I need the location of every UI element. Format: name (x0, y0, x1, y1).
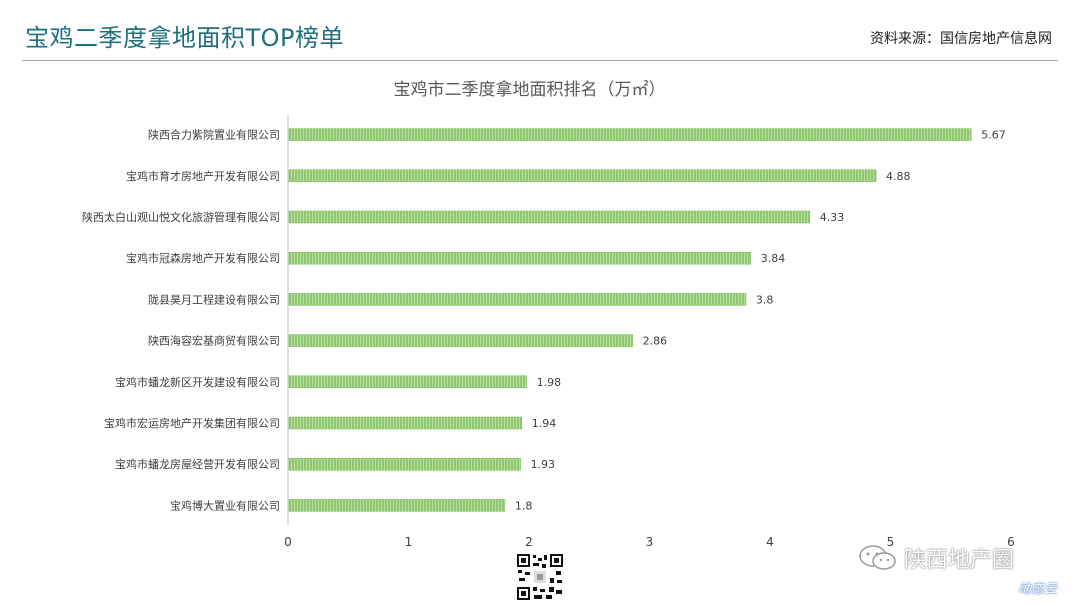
category-label: 宝鸡市育才房地产开发有限公司 (126, 169, 280, 183)
bar (288, 210, 811, 224)
category-label: 陕西太白山观山悦文化旅游管理有限公司 (82, 210, 280, 224)
bar (288, 128, 972, 141)
category-label: 宝鸡博大置业有限公司 (170, 498, 280, 512)
category-label: 宝鸡市宏运房地产开发集团有限公司 (104, 416, 280, 430)
data-label: 1.8 (515, 499, 533, 512)
data-label: 3.8 (756, 293, 774, 306)
bar (288, 416, 523, 430)
header-divider (22, 60, 1058, 61)
x-tick-label: 1 (405, 535, 413, 549)
chart-title: 宝鸡市二季度拿地面积排名（万㎡） (394, 79, 666, 100)
bar (288, 251, 751, 265)
bar (288, 334, 633, 347)
x-tick-label: 6 (1007, 535, 1015, 549)
qr-code[interactable] (516, 553, 564, 601)
category-label: 陇县昊月工程建设有限公司 (148, 292, 280, 306)
x-tick-label: 0 (284, 535, 292, 549)
watermark-sub: 动态云 (1018, 582, 1058, 597)
category-label: 陕西合力紫院置业有限公司 (148, 128, 280, 142)
bar (288, 499, 506, 512)
data-label: 4.88 (886, 170, 911, 183)
data-label: 3.84 (761, 252, 786, 265)
data-label: 2.86 (643, 335, 668, 348)
x-tick-label: 5 (887, 535, 895, 549)
wechat-icon (858, 544, 898, 572)
data-label: 1.98 (537, 376, 562, 389)
x-tick-label: 2 (525, 535, 533, 549)
data-label: 4.33 (820, 211, 845, 224)
category-label: 陕西海容宏基商贸有限公司 (148, 334, 280, 348)
watermark-text: 陕西地产圈 (904, 548, 1015, 573)
data-label: 1.93 (531, 458, 556, 471)
bar (288, 293, 747, 306)
category-label: 宝鸡市蟠龙房屋经营开发有限公司 (115, 457, 280, 471)
category-label: 宝鸡市蟠龙新区开发建设有限公司 (115, 375, 280, 389)
bar (288, 457, 521, 471)
source-note: 资料来源：国信房地产信息网 (870, 31, 1052, 47)
watermark: 陕西地产圈 (858, 542, 1014, 574)
data-label: 5.67 (981, 129, 1006, 142)
x-tick-label: 3 (646, 535, 654, 549)
data-label: 1.94 (532, 417, 557, 430)
category-label: 宝鸡市冠森房地产开发有限公司 (126, 251, 280, 265)
page-title: 宝鸡二季度拿地面积TOP榜单 (25, 24, 345, 52)
x-tick-label: 4 (766, 535, 774, 549)
bar (288, 375, 527, 389)
bar (288, 169, 877, 183)
